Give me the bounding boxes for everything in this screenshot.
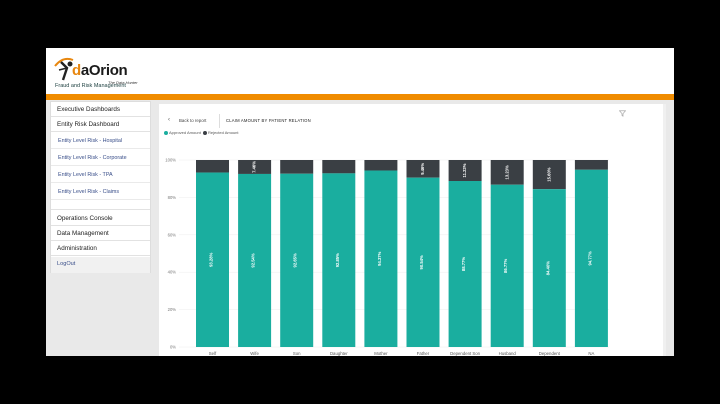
y-tick-label: 20% xyxy=(168,307,177,312)
bar-rejected xyxy=(490,160,524,185)
app-window: daOrion The Data Hunter Fraud and Risk M… xyxy=(46,48,674,356)
bar-approved xyxy=(532,189,566,347)
bar-approved-label: 92.54% xyxy=(251,253,256,267)
x-tick-label: Father xyxy=(417,351,430,356)
stacked-bar-chart: 0% 20% 40% 60% 80% 100% 93.28% Self 92.54% 7.46% W… xyxy=(165,158,609,356)
bar-approved xyxy=(406,177,440,347)
sidebar-spacer xyxy=(51,200,150,210)
bar-rejected xyxy=(448,160,482,182)
x-tick-label: Husband xyxy=(499,351,517,356)
x-tick-label: Dependent Son xyxy=(450,351,480,356)
bar-approved xyxy=(490,184,524,347)
bar-rejected-label: 13.23% xyxy=(504,165,509,179)
logo-letters: aOrion xyxy=(80,62,128,79)
y-tick-label: 100% xyxy=(165,158,176,163)
chart-legend: Approved Amount Rejected Amount xyxy=(164,130,239,135)
brand-subtitle: Fraud and Risk Management xyxy=(55,83,126,89)
x-tick-label: Wife xyxy=(250,351,259,356)
bar-rejected xyxy=(574,160,608,170)
y-tick-label: 60% xyxy=(168,232,177,237)
bar-approved-label: 94.37% xyxy=(377,251,382,265)
sidebar-item-executive-dashboards[interactable]: Executive Dashboards xyxy=(51,102,150,117)
bar-rejected-label: 15.60% xyxy=(546,167,551,181)
legend-rejected-swatch xyxy=(203,130,208,135)
bar-approved-label: 94.77% xyxy=(587,251,592,265)
sidebar-item-entity-risk-dashboard[interactable]: Entity Risk Dashboard xyxy=(51,117,150,132)
bar-rejected xyxy=(280,160,314,174)
y-tick-label: 40% xyxy=(168,270,177,275)
bar-approved-label: 92.85% xyxy=(335,253,340,267)
bar-approved xyxy=(574,169,608,347)
bar-approved xyxy=(448,181,482,347)
logo-letter-d: d xyxy=(72,62,81,79)
chevron-left-icon[interactable]: ‹ xyxy=(168,117,170,123)
filter-icon[interactable] xyxy=(619,110,626,117)
x-tick-label: NA xyxy=(588,351,594,356)
y-tick-label: 80% xyxy=(168,195,177,200)
bar-rejected xyxy=(238,160,272,174)
bar-rejected xyxy=(406,160,440,178)
accent-bar xyxy=(46,94,674,100)
sidebar-item-data-management[interactable]: Data Management xyxy=(51,226,150,241)
bar-approved xyxy=(238,173,272,347)
sidebar-item-logout[interactable]: LogOut xyxy=(51,257,150,273)
x-tick-label: Daughter xyxy=(330,351,348,356)
bar-approved-label: 84.40% xyxy=(545,261,550,275)
x-tick-label: Self xyxy=(209,351,217,356)
brand-tagline: The Data Hunter xyxy=(108,80,138,85)
x-tick-label: Dependent xyxy=(539,351,561,356)
scrollbar[interactable] xyxy=(663,104,666,356)
bar-approved xyxy=(364,170,398,347)
back-to-report-link[interactable]: Back to report xyxy=(179,118,207,123)
sidebar-item-risk-claims[interactable]: Entity Level Risk - Claims xyxy=(51,184,150,200)
bar-approved-label: 92.65% xyxy=(293,253,298,267)
y-tick-label: 0% xyxy=(170,345,176,350)
bar-rejected-label: 7.46% xyxy=(252,161,257,173)
bar-approved xyxy=(196,172,229,347)
bar-rejected-label: 9.46% xyxy=(420,163,425,175)
divider xyxy=(219,114,220,128)
sidebar-item-risk-tpa[interactable]: Entity Level Risk - TPA xyxy=(51,167,150,183)
bar-rejected-label: 11.23% xyxy=(462,163,467,177)
report-panel: ‹ Back to report CLAIM AMOUNT BY PATIENT… xyxy=(159,104,666,356)
brand-logo[interactable]: daOrion xyxy=(72,62,128,79)
bar-rejected xyxy=(364,160,398,171)
legend-rejected-label: Rejected Amount xyxy=(208,130,239,135)
bar-approved-label: 86.77% xyxy=(503,258,508,272)
sidebar: Executive Dashboards Entity Risk Dashboa… xyxy=(50,101,151,273)
legend-approved-label: Approved Amount xyxy=(169,130,201,135)
legend-approved-swatch xyxy=(164,130,168,135)
sidebar-item-administration[interactable]: Administration xyxy=(51,241,150,256)
sidebar-item-operations-console[interactable]: Operations Console xyxy=(51,211,150,226)
bar-rejected xyxy=(532,160,566,190)
bar-approved-label: 93.28% xyxy=(209,252,214,266)
bar-approved-label: 88.77% xyxy=(461,257,466,271)
bar-rejected xyxy=(322,160,356,174)
x-tick-label: Mother xyxy=(374,351,388,356)
chart-title: CLAIM AMOUNT BY PATIENT RELATION xyxy=(226,118,311,123)
x-tick-label: Son xyxy=(293,351,301,356)
header: daOrion The Data Hunter Fraud and Risk M… xyxy=(46,48,674,94)
logo-icon xyxy=(54,57,74,81)
sidebar-item-risk-corporate[interactable]: Entity Level Risk - Corporate xyxy=(51,150,150,166)
sidebar-item-risk-hospital[interactable]: Entity Level Risk - Hospital xyxy=(51,133,150,149)
bar-rejected xyxy=(196,160,229,173)
bar-approved xyxy=(322,173,356,347)
bar-approved xyxy=(280,173,314,347)
bar-approved-label: 90.54% xyxy=(419,255,424,269)
